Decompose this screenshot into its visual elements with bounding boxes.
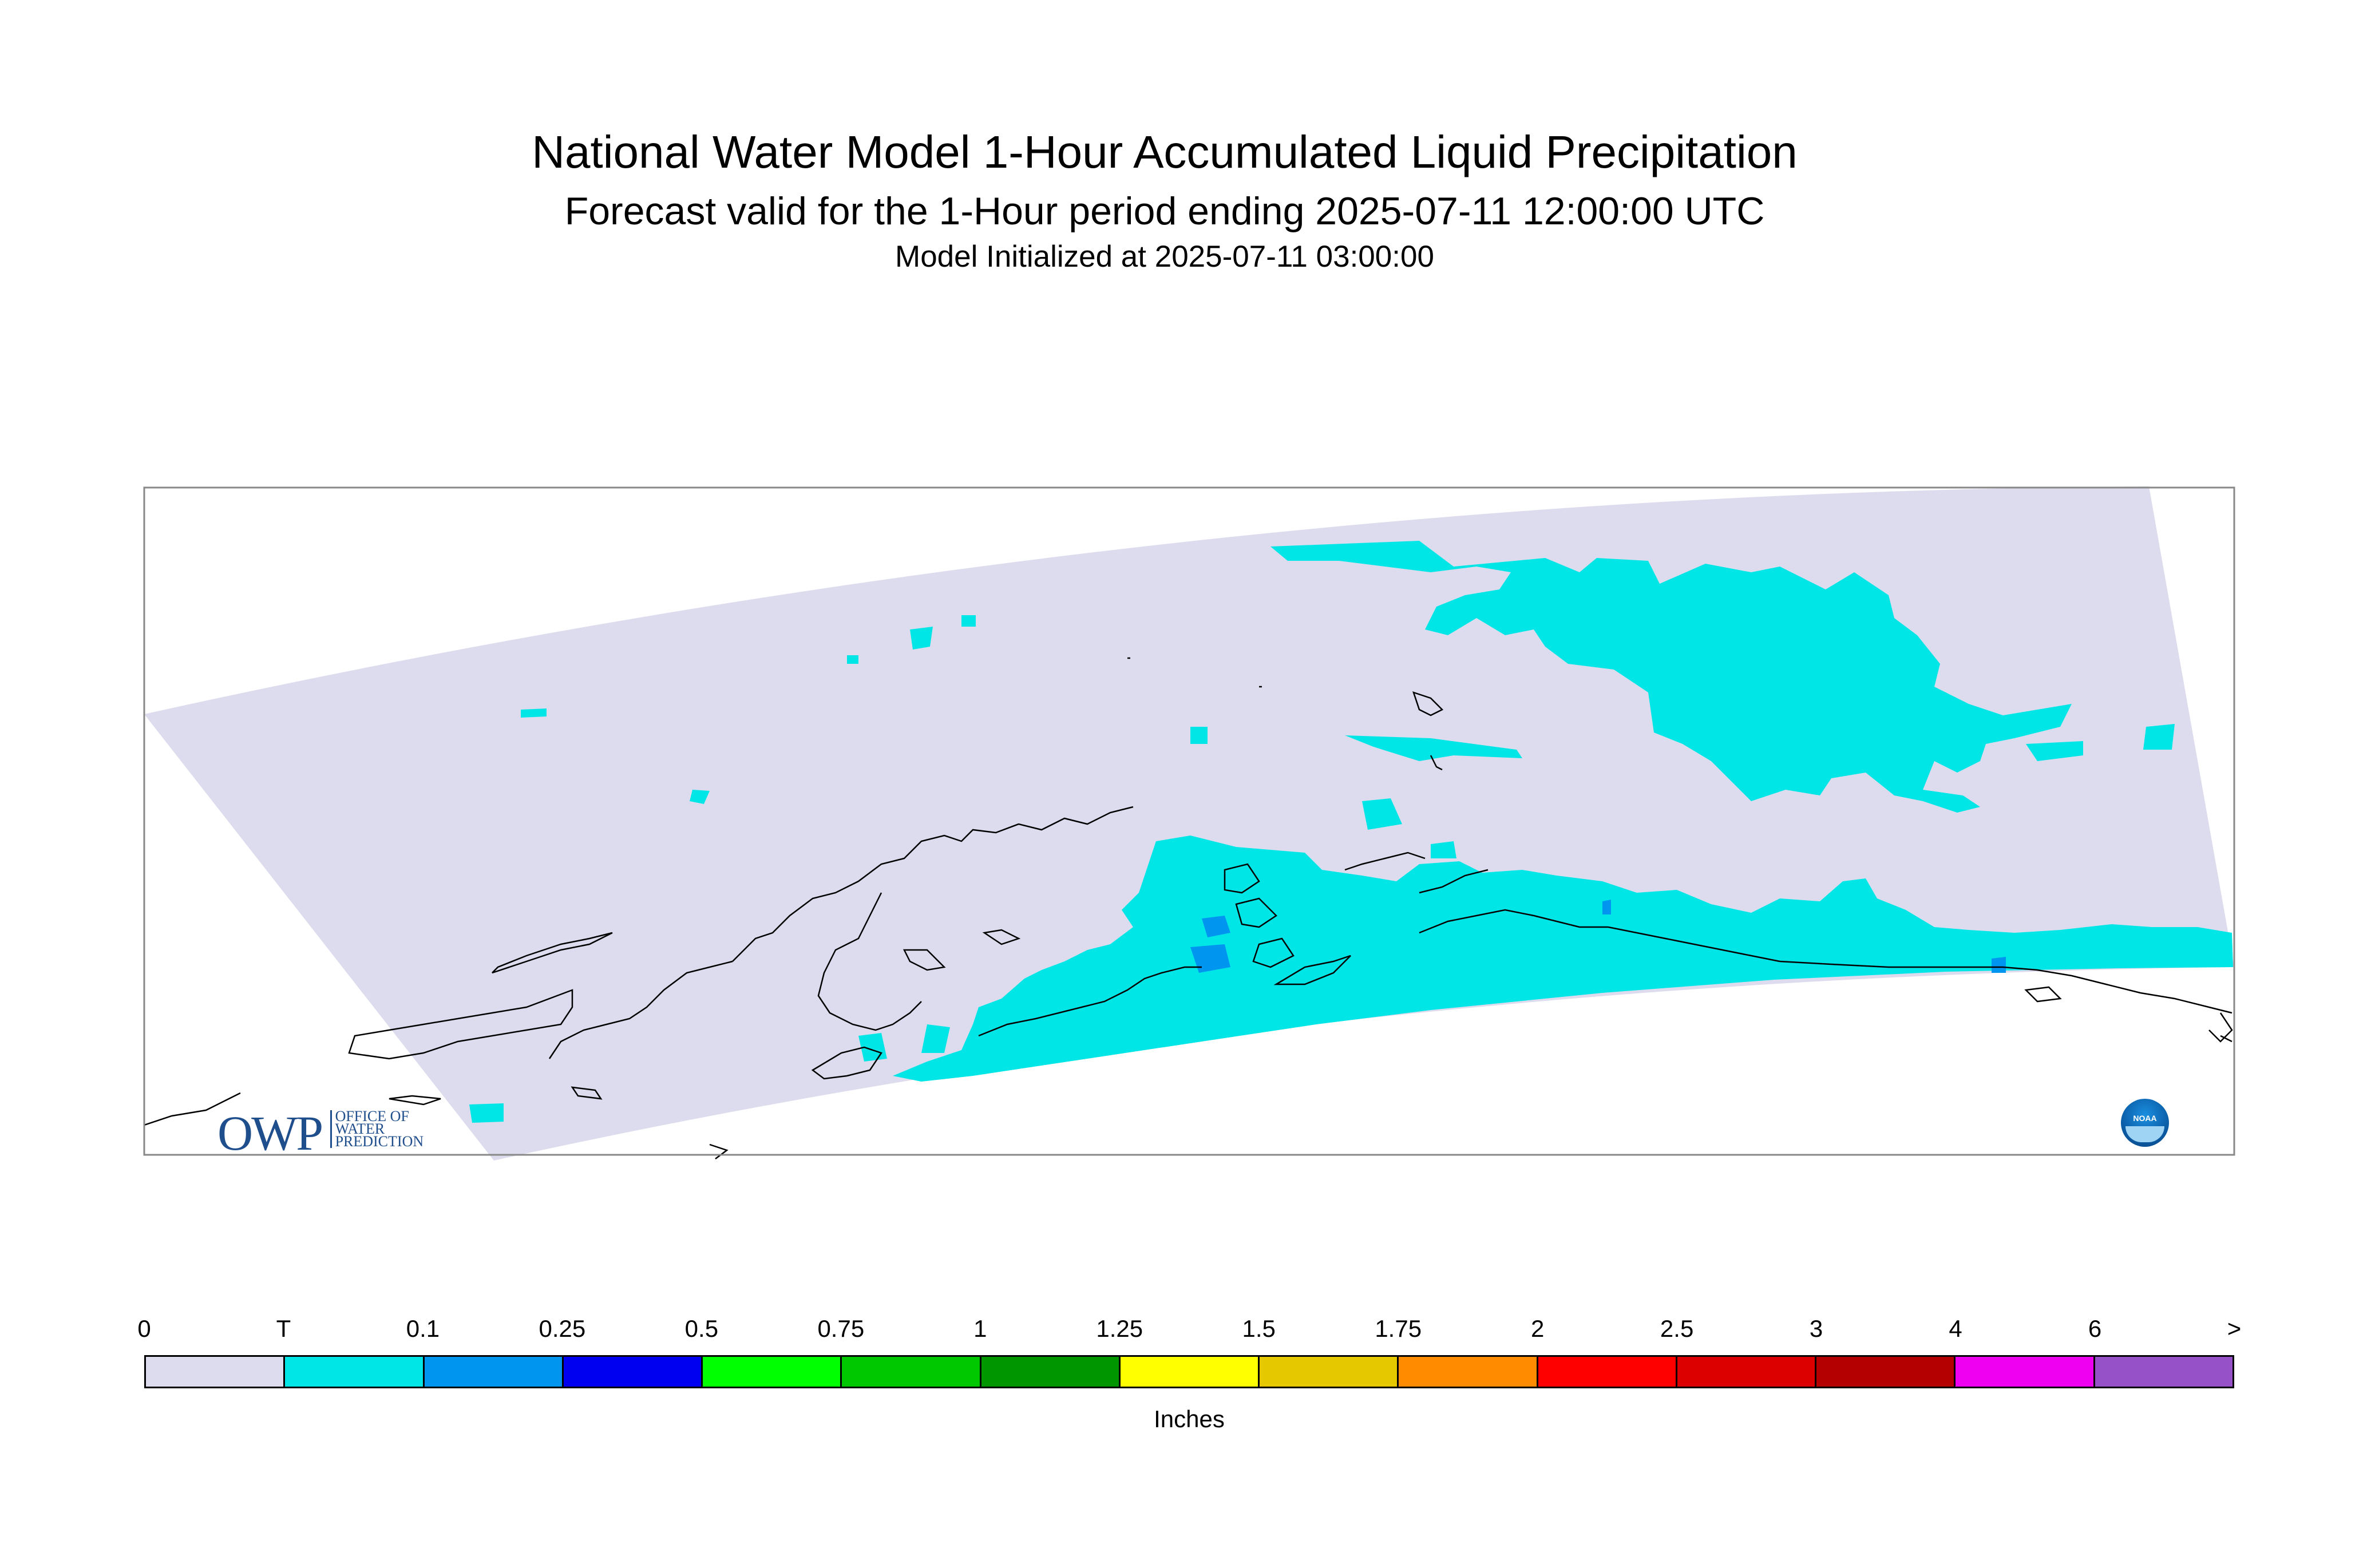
legend-swatch: [1816, 1357, 1956, 1387]
legend-swatch: [1677, 1357, 1817, 1387]
legend-label: 2: [1530, 1315, 1545, 1342]
legend-swatch: [842, 1357, 981, 1387]
trace-precip-areas: [469, 541, 2233, 1123]
legend-label: 1: [973, 1315, 987, 1342]
legend-label: 1.75: [1375, 1315, 1422, 1342]
legend-label: 0.25: [539, 1315, 586, 1342]
legend-label: T: [276, 1315, 291, 1342]
legend-label: 3: [1809, 1315, 1823, 1342]
owp-logo-line3: PREDICTION: [335, 1133, 424, 1150]
legend-label: 0: [137, 1315, 151, 1342]
legend-swatch: [981, 1357, 1121, 1387]
legend-swatch: [1538, 1357, 1677, 1387]
legend-label: >: [2227, 1315, 2242, 1342]
legend-label: 2.5: [1660, 1315, 1694, 1342]
legend-swatch: [1956, 1357, 2095, 1387]
legend-swatch: [703, 1357, 842, 1387]
legend-label: 1.5: [1242, 1315, 1276, 1342]
legend-label: 4: [1949, 1315, 1962, 1342]
map-title: National Water Model 1-Hour Accumulated …: [532, 126, 1798, 177]
model-domain: [144, 486, 2234, 1161]
light-precip-spots: [1190, 900, 2006, 973]
owp-logo-line1: OFFICE OF: [335, 1108, 409, 1124]
legend-swatch: [1399, 1357, 1538, 1387]
noaa-logo-text: NOAA: [2133, 1114, 2157, 1123]
legend-colorbar: [144, 1355, 2234, 1388]
legend-label: 6: [2088, 1315, 2102, 1342]
owp-logo: OWP OFFICE OF WATER PREDICTION: [217, 1104, 423, 1162]
legend-swatch: [1120, 1357, 1260, 1387]
legend-label: 0.75: [817, 1315, 865, 1342]
legend-swatch: [285, 1357, 425, 1387]
noaa-logo-wave: [2125, 1126, 2164, 1142]
noaa-logo: NOAA: [2121, 1099, 2169, 1147]
coastlines: [144, 657, 2233, 1159]
owp-logo-mark: OWP: [217, 1106, 323, 1161]
legend-swatch: [424, 1357, 564, 1387]
init-time-line: Model Initialized at 2025-07-11 03:00:00: [895, 240, 1434, 274]
map-border: [143, 486, 2235, 1156]
map-subtitle: Forecast valid for the 1-Hour period end…: [564, 189, 1765, 233]
legend-labels: 0 T 0.1 0.25 0.5 0.75 1 1.25 1.5 1.75 2 2.5 3 4 6 >: [0, 1315, 2375, 1349]
owp-logo-text: OFFICE OF WATER PREDICTION: [330, 1108, 424, 1150]
legend-label: 0.1: [406, 1315, 440, 1342]
legend-swatch: [146, 1357, 286, 1387]
legend-swatch: [1260, 1357, 1399, 1387]
legend-units: Inches: [1154, 1405, 1225, 1432]
legend-label: 1.25: [1096, 1315, 1143, 1342]
owp-logo-line2: WATER: [335, 1120, 385, 1137]
legend-label: 0.5: [684, 1315, 719, 1342]
legend-swatch: [563, 1357, 703, 1387]
legend-swatch: [2095, 1357, 2232, 1387]
